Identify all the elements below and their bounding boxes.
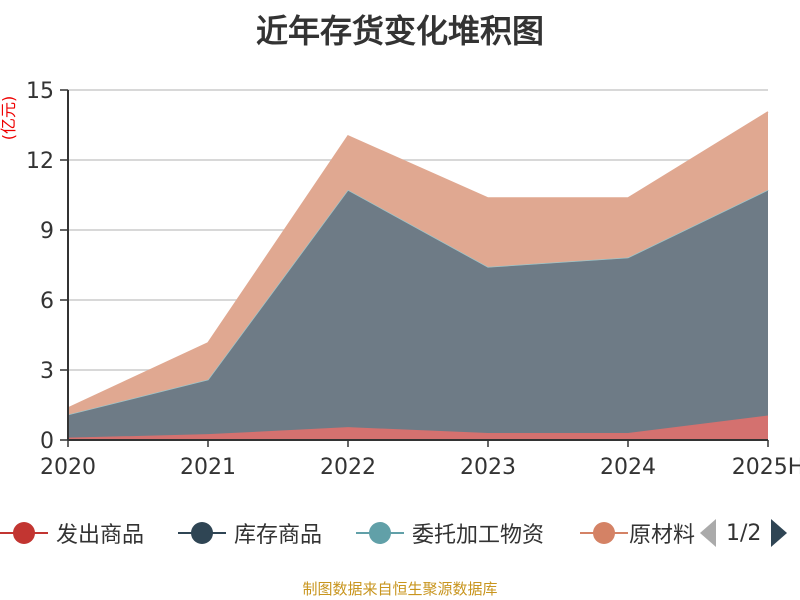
legend-marker-icon bbox=[356, 518, 404, 548]
y-tick-label: 0 bbox=[40, 429, 54, 454]
legend-marker-icon bbox=[580, 518, 628, 548]
x-tick-label: 2021 bbox=[180, 455, 236, 480]
y-tick-label: 12 bbox=[26, 149, 54, 174]
y-tick-label: 15 bbox=[26, 79, 54, 104]
legend-label: 原材料 bbox=[628, 523, 695, 548]
area-3 bbox=[68, 111, 768, 415]
legend-item-0[interactable]: 发出商品 bbox=[0, 518, 144, 548]
legend-label: 发出商品 bbox=[56, 523, 145, 548]
stacked-area-chart: 0 3 6 9 12 15 2020 2021 2022 2023 2024 2025H (亿元) bbox=[0, 79, 800, 480]
source-note: 制图数据来自恒生聚源数据库 bbox=[302, 580, 498, 598]
legend-item-2[interactable]: 委托加工物资 bbox=[356, 518, 544, 548]
y-tick-label: 6 bbox=[40, 289, 54, 314]
series-line-3 bbox=[67, 111, 769, 409]
legend-next-icon[interactable] bbox=[771, 519, 788, 547]
legend-pager: 1/2 bbox=[700, 518, 788, 548]
legend-item-3[interactable]: 原材料 bbox=[580, 518, 695, 548]
x-tick-label: 2023 bbox=[460, 455, 516, 480]
legend-item-1[interactable]: 库存商品 bbox=[178, 518, 322, 548]
chart-title: 近年存货变化堆积图 bbox=[255, 12, 544, 50]
legend-marker-icon bbox=[0, 518, 48, 548]
area-0 bbox=[68, 415, 768, 440]
x-tick-label: 2020 bbox=[40, 455, 96, 480]
legend-label: 委托加工物资 bbox=[412, 523, 545, 548]
y-tick-label: 9 bbox=[40, 219, 54, 244]
x-tick-label: 2022 bbox=[320, 455, 376, 480]
x-tick-label: 2025H bbox=[732, 455, 800, 480]
y-tick-label: 3 bbox=[40, 359, 54, 384]
y-axis-label: (亿元) bbox=[0, 96, 18, 141]
legend-prev-icon[interactable] bbox=[700, 519, 716, 547]
legend-label: 库存商品 bbox=[234, 523, 323, 548]
x-tick-label: 2024 bbox=[600, 455, 656, 480]
area-1 bbox=[68, 190, 768, 438]
legend-marker-icon bbox=[178, 518, 226, 548]
legend: 发出商品 库存商品 委托加工物资 原材料 bbox=[0, 518, 800, 548]
legend-page-indicator: 1/2 bbox=[726, 520, 762, 546]
